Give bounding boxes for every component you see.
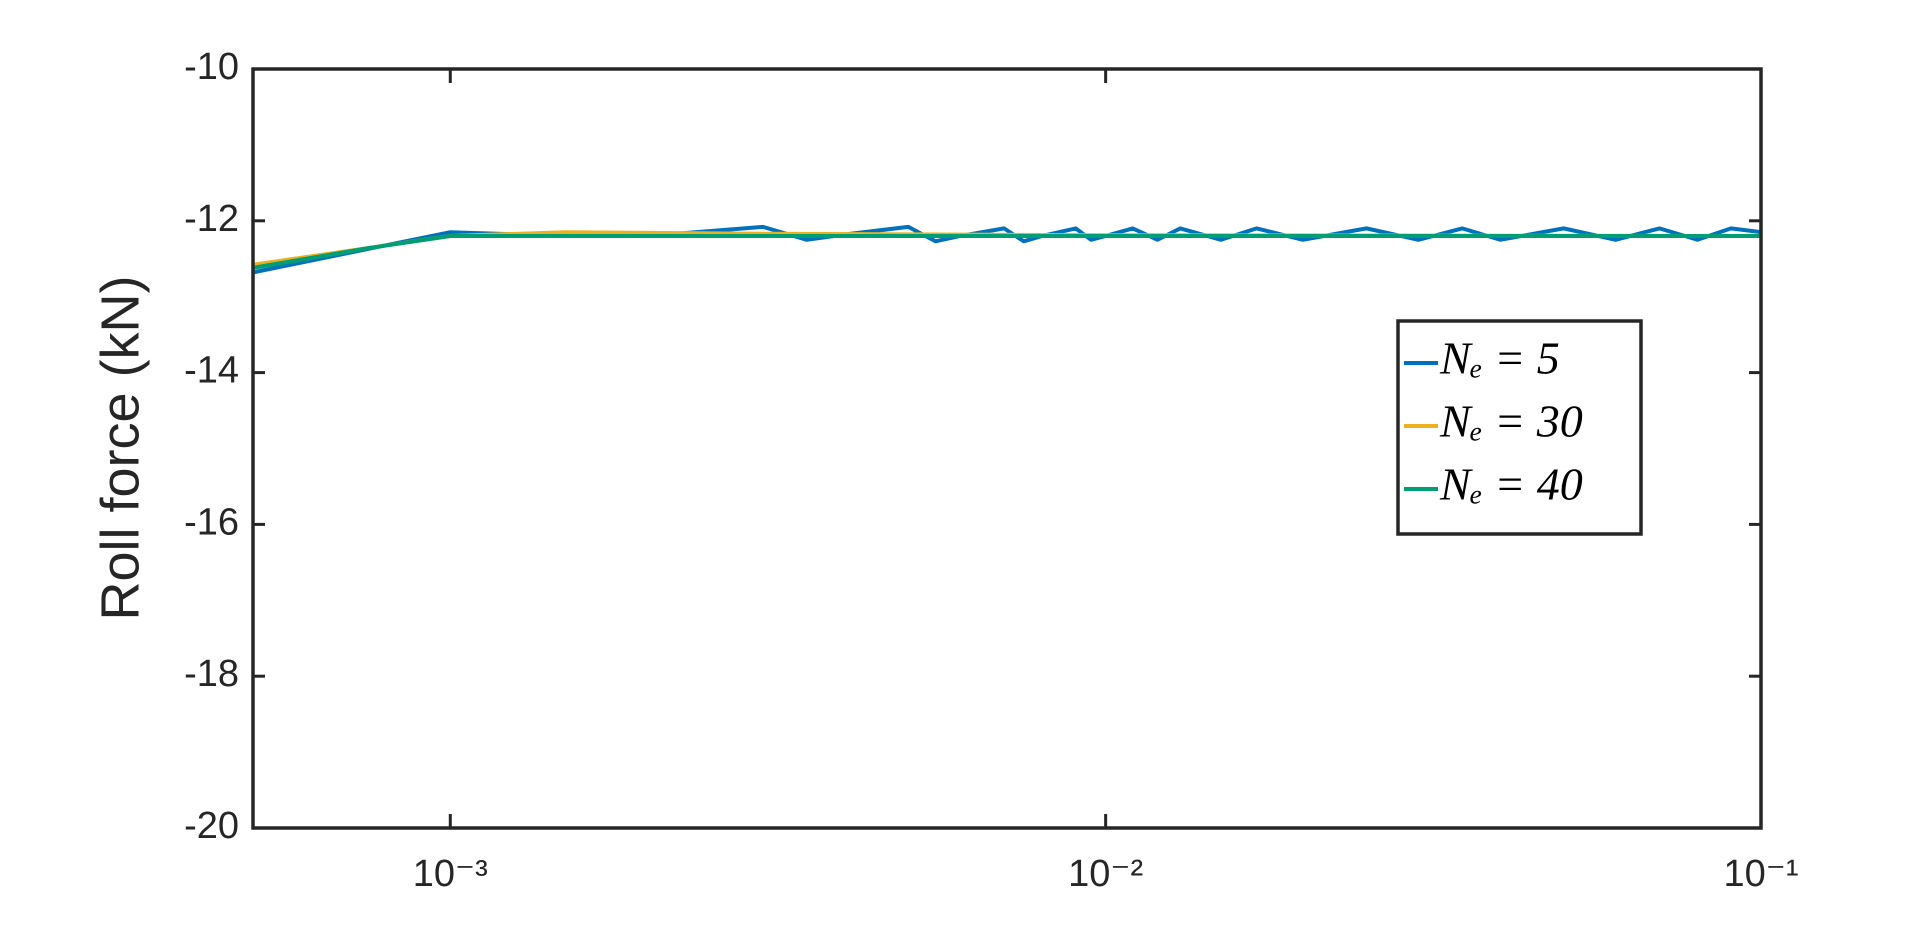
legend-box (1396, 319, 1643, 536)
y-tick-label: -16 (184, 501, 239, 543)
y-axis-label: Roll force (kN) (90, 275, 150, 620)
x-tick-label: 10⁻¹ (1724, 853, 1799, 895)
data-line (253, 224, 1761, 275)
data-line (253, 233, 1761, 270)
legend-label: Nₑ = 30 (1439, 396, 1583, 447)
y-tick-label: -14 (184, 350, 239, 392)
legend-label: Nₑ = 40 (1439, 459, 1583, 510)
x-tick-label: 10⁻³ (413, 853, 488, 895)
y-tick-label: -12 (184, 198, 239, 240)
x-tick-label: 10⁻² (1068, 853, 1143, 895)
y-tick-label: -10 (184, 46, 239, 88)
axes-box (251, 67, 1763, 830)
legend-label: Nₑ = 5 (1439, 333, 1560, 384)
y-tick-label: -18 (184, 653, 239, 695)
y-tick-label: -20 (184, 805, 239, 847)
